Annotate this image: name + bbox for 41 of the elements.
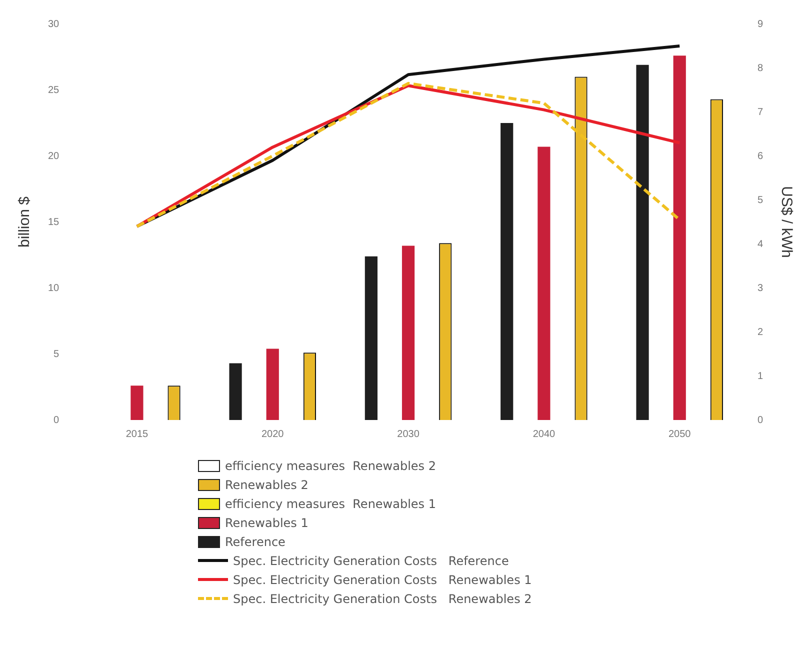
y-tick-label: 15 — [48, 216, 60, 228]
x-tick-label: 2015 — [126, 428, 149, 440]
bar — [364, 256, 378, 420]
legend-label: efficiency measures Renewables 2 — [225, 458, 436, 472]
y2-tick-label: 7 — [757, 106, 764, 118]
y2-tick-label: 0 — [757, 414, 764, 426]
legend-label: Reference — [225, 534, 286, 548]
x-tick-label: 2040 — [532, 428, 556, 440]
y-tick-label: 30 — [48, 18, 60, 30]
x-tick-label: 2050 — [668, 428, 692, 440]
bar — [130, 386, 144, 420]
y2-tick-label: 3 — [757, 282, 764, 294]
y-tick-label: 25 — [48, 84, 60, 96]
bar — [673, 56, 686, 420]
y2-tick-label: 1 — [757, 370, 764, 382]
y2-tick-label: 9 — [757, 18, 764, 30]
y-tick-label: 10 — [48, 282, 60, 294]
y-tick-label: 5 — [54, 348, 60, 360]
y2-tick-label: 8 — [757, 62, 764, 74]
legend-label: Spec. Electricity Generation Costs Renewables 2 — [233, 592, 532, 606]
bar — [402, 246, 415, 420]
legend-label: Renewables 2 — [225, 478, 308, 492]
y-tick-label: 0 — [54, 414, 60, 426]
bar — [266, 348, 279, 420]
y2-tick-label: 6 — [757, 150, 764, 162]
y2-tick-label: 4 — [757, 238, 764, 250]
y2-axis-title: US$ / kWh — [778, 186, 795, 258]
y-tick-label: 20 — [48, 150, 60, 162]
y2-tick-label: 5 — [757, 194, 764, 206]
legend-label: Spec. Electricity Generation Costs Reference — [233, 554, 509, 568]
legend-label: efficiency measures Renewables 1 — [225, 496, 436, 510]
y-axis-title: billion $ — [16, 196, 34, 248]
bar — [636, 64, 649, 420]
x-tick-label: 2020 — [261, 428, 284, 440]
legend-label: Spec. Electricity Generation Costs Renewables 1 — [233, 572, 532, 586]
x-tick-label: 2030 — [397, 428, 420, 440]
y2-tick-label: 2 — [757, 326, 764, 338]
bar — [538, 146, 550, 420]
bar — [229, 363, 242, 420]
bar — [500, 123, 514, 420]
legend-label: Renewables 1 — [225, 516, 308, 530]
